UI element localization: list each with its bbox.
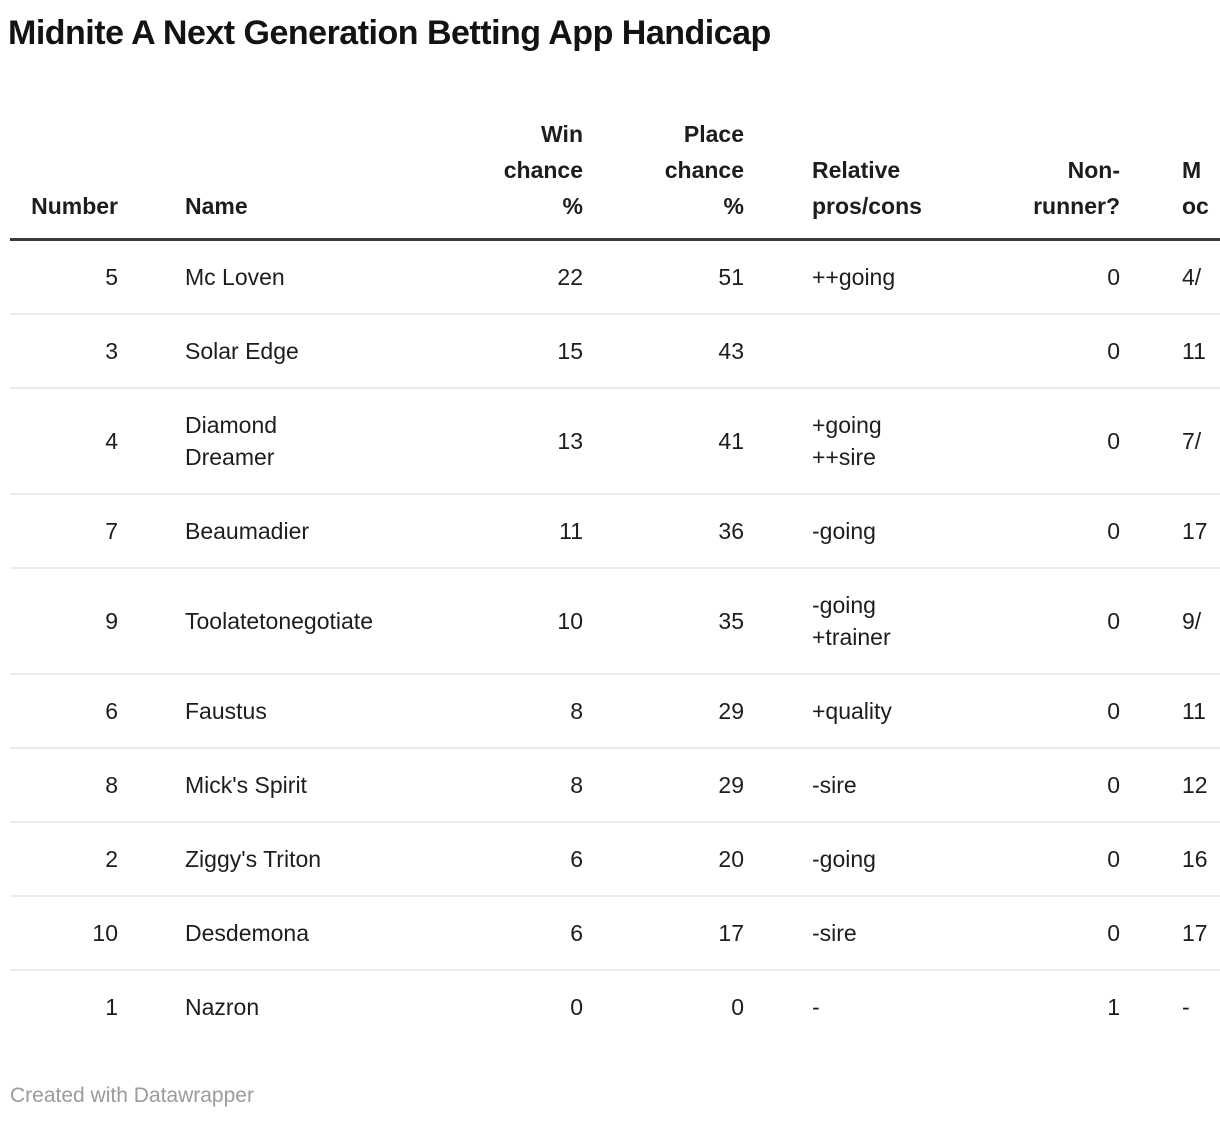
cell-place: 35 <box>718 608 744 634</box>
cell-name: Nazron <box>185 994 260 1020</box>
cell-odds: 7/ <box>1182 428 1202 454</box>
column-header-place-chance: Place chance % <box>664 121 744 219</box>
cell-win: 6 <box>570 920 583 946</box>
cell-number: 4 <box>105 428 118 454</box>
cell-number: 7 <box>105 518 118 544</box>
cell-pros: - <box>812 994 820 1020</box>
cell-place: 51 <box>718 264 744 290</box>
table-header-row: Number Name Win chance % Place chance % … <box>10 116 1220 240</box>
cell-odds: 17 <box>1182 920 1208 946</box>
cell-odds: 4/ <box>1182 264 1202 290</box>
column-header-pros-cons: Relative pros/cons <box>812 157 922 219</box>
cell-nonrunner: 0 <box>1107 428 1120 454</box>
table-row: 3 Solar Edge 15 43 0 11 <box>10 314 1220 388</box>
cell-number: 3 <box>105 338 118 364</box>
cell-name: Beaumadier <box>185 518 310 544</box>
column-header-non-runner: Non- runner? <box>1033 157 1120 219</box>
cell-win: 13 <box>557 428 583 454</box>
cell-win: 22 <box>557 264 583 290</box>
cell-pros: +going ++sire <box>812 412 882 470</box>
table-row: 5 Mc Loven 22 51 ++going 0 4/ <box>10 240 1220 314</box>
page-title: Midnite A Next Generation Betting App Ha… <box>8 14 771 52</box>
cell-number: 9 <box>105 608 118 634</box>
cell-number: 2 <box>105 846 118 872</box>
cell-odds: 12 <box>1182 772 1208 798</box>
cell-pros: +quality <box>812 698 892 724</box>
cell-win: 6 <box>570 846 583 872</box>
cell-nonrunner: 1 <box>1107 994 1120 1020</box>
cell-win: 15 <box>557 338 583 364</box>
cell-name: Faustus <box>185 698 267 724</box>
table-row: 7 Beaumadier 11 36 -going 0 17 <box>10 494 1220 568</box>
cell-name: Ziggy's Triton <box>185 846 322 872</box>
cell-pros: -going +trainer <box>812 592 891 650</box>
cell-win: 10 <box>557 608 583 634</box>
cell-nonrunner: 0 <box>1107 772 1120 798</box>
cell-odds: 11 <box>1182 698 1206 724</box>
cell-win: 8 <box>570 698 583 724</box>
cell-pros: -sire <box>812 772 857 798</box>
cell-odds: - <box>1182 994 1190 1020</box>
column-header-number: Number <box>31 193 118 219</box>
cell-name: Diamond Dreamer <box>185 412 278 470</box>
cell-place: 43 <box>718 338 744 364</box>
cell-number: 1 <box>105 994 118 1020</box>
cell-place: 0 <box>731 994 744 1020</box>
table-row: 9 Toolatetonegotiate 10 35 -going +train… <box>10 568 1220 674</box>
cell-name: Desdemona <box>185 920 310 946</box>
cell-nonrunner: 0 <box>1107 608 1120 634</box>
cell-nonrunner: 0 <box>1107 338 1120 364</box>
column-header-win-chance: Win chance % <box>503 121 583 219</box>
column-header-name: Name <box>185 193 248 219</box>
cell-place: 41 <box>718 428 744 454</box>
cell-name: Mc Loven <box>185 264 285 290</box>
cell-nonrunner: 0 <box>1107 698 1120 724</box>
cell-place: 36 <box>718 518 744 544</box>
cell-number: 10 <box>92 920 118 946</box>
cell-pros: -sire <box>812 920 857 946</box>
cell-nonrunner: 0 <box>1107 920 1120 946</box>
cell-odds: 11 <box>1182 338 1206 364</box>
table-row: 10 Desdemona 6 17 -sire 0 17 <box>10 896 1220 970</box>
cell-nonrunner: 0 <box>1107 846 1120 872</box>
cell-number: 6 <box>105 698 118 724</box>
cell-place: 29 <box>718 772 744 798</box>
cell-name: Toolatetonegotiate <box>185 608 373 634</box>
cell-place: 17 <box>718 920 744 946</box>
table-row: 4 Diamond Dreamer 13 41 +going ++sire 0 … <box>10 388 1220 494</box>
column-header-odds-clipped: M oc <box>1182 157 1209 219</box>
datawrapper-credit-link[interactable]: Created with Datawrapper <box>10 1084 254 1107</box>
cell-win: 8 <box>570 772 583 798</box>
cell-win: 11 <box>559 518 583 544</box>
cell-odds: 17 <box>1182 518 1208 544</box>
cell-win: 0 <box>570 994 583 1020</box>
handicap-table: Number Name Win chance % Place chance % … <box>10 116 1220 1043</box>
cell-number: 5 <box>105 264 118 290</box>
cell-nonrunner: 0 <box>1107 518 1120 544</box>
cell-place: 29 <box>718 698 744 724</box>
cell-pros: ++going <box>812 264 896 290</box>
cell-nonrunner: 0 <box>1107 264 1120 290</box>
table-row: 1 Nazron 0 0 - 1 - <box>10 970 1220 1043</box>
cell-pros: -going <box>812 518 876 544</box>
cell-pros <box>744 314 1000 388</box>
cell-pros: -going <box>812 846 876 872</box>
table-row: 8 Mick's Spirit 8 29 -sire 0 12 <box>10 748 1220 822</box>
cell-name: Mick's Spirit <box>185 772 307 798</box>
cell-number: 8 <box>105 772 118 798</box>
cell-name: Solar Edge <box>185 338 299 364</box>
cell-odds: 16 <box>1182 846 1208 872</box>
cell-place: 20 <box>718 846 744 872</box>
cell-odds: 9/ <box>1182 608 1202 634</box>
table-row: 6 Faustus 8 29 +quality 0 11 <box>10 674 1220 748</box>
table-row: 2 Ziggy's Triton 6 20 -going 0 16 <box>10 822 1220 896</box>
